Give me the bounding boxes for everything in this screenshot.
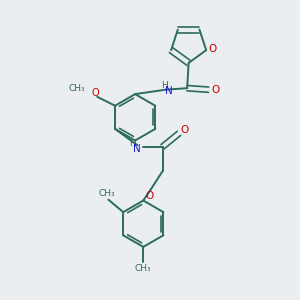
Text: H: H — [129, 139, 135, 148]
Text: CH₃: CH₃ — [135, 264, 152, 273]
Text: CH₃: CH₃ — [68, 84, 85, 93]
Text: O: O — [145, 191, 153, 201]
Text: N: N — [134, 144, 141, 154]
Text: N: N — [165, 86, 173, 96]
Text: H: H — [161, 81, 168, 90]
Text: O: O — [180, 125, 188, 135]
Text: O: O — [91, 88, 99, 98]
Text: O: O — [208, 44, 217, 54]
Text: CH₃: CH₃ — [99, 189, 115, 198]
Text: O: O — [212, 85, 220, 95]
